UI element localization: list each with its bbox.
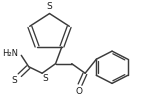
Text: S: S [43,74,48,83]
Text: S: S [47,2,52,11]
Text: S: S [11,76,17,85]
Text: H₂N: H₂N [3,49,19,58]
Text: O: O [76,87,83,96]
